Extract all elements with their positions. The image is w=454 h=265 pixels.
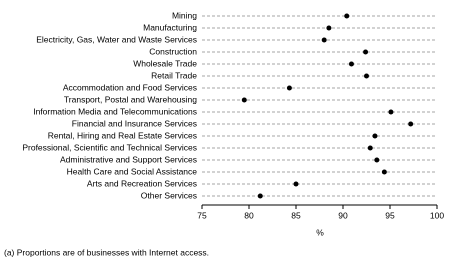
y-tick-label: Transport, Postal and Warehousing bbox=[64, 94, 197, 104]
dot bbox=[326, 25, 332, 31]
dot bbox=[344, 13, 350, 19]
y-tick-label: Retail Trade bbox=[151, 70, 197, 80]
y-tick-label: Mining bbox=[172, 10, 197, 20]
dot bbox=[348, 61, 354, 67]
y-tick-label: Information Media and Telecommunications bbox=[33, 106, 197, 116]
x-tick-label: 85 bbox=[291, 210, 301, 220]
y-tick-label: Arts and Recreation Services bbox=[87, 178, 197, 188]
y-tick-label: Health Care and Social Assistance bbox=[67, 166, 198, 176]
x-tick-label: 95 bbox=[385, 210, 395, 220]
footnote: (a) Proportions are of businesses with I… bbox=[4, 247, 209, 257]
y-tick-label: Construction bbox=[149, 46, 197, 56]
x-tick-label: 75 bbox=[197, 210, 207, 220]
dot bbox=[388, 109, 394, 115]
dot bbox=[363, 49, 369, 55]
y-tick-label: Administrative and Support Services bbox=[60, 154, 197, 164]
dot bbox=[364, 73, 369, 79]
y-tick-label: Accommodation and Food Services bbox=[63, 82, 197, 92]
y-tick-label: Electricity, Gas, Water and Waste Servic… bbox=[36, 34, 197, 44]
dot bbox=[408, 121, 414, 127]
dot bbox=[374, 157, 380, 163]
dot bbox=[381, 169, 387, 175]
y-tick-label: Financial and Insurance Services bbox=[72, 118, 197, 128]
y-tick-label: Wholesale Trade bbox=[133, 58, 197, 68]
y-tick-label: Rental, Hiring and Real Estate Services bbox=[48, 130, 197, 140]
x-tick-label: 80 bbox=[244, 210, 254, 220]
dot bbox=[286, 85, 292, 91]
dot bbox=[372, 133, 378, 139]
dot bbox=[321, 37, 327, 43]
y-tick-label: Other Services bbox=[141, 190, 197, 200]
dot bbox=[241, 97, 247, 103]
x-axis-label: % bbox=[316, 227, 324, 237]
dot bbox=[367, 145, 373, 151]
x-tick-label: 90 bbox=[338, 210, 348, 220]
dot bbox=[293, 181, 299, 187]
y-tick-label: Manufacturing bbox=[143, 22, 197, 32]
dot bbox=[257, 193, 263, 199]
x-tick-label: 100 bbox=[430, 210, 444, 220]
y-tick-label: Professional, Scientific and Technical S… bbox=[22, 142, 197, 152]
